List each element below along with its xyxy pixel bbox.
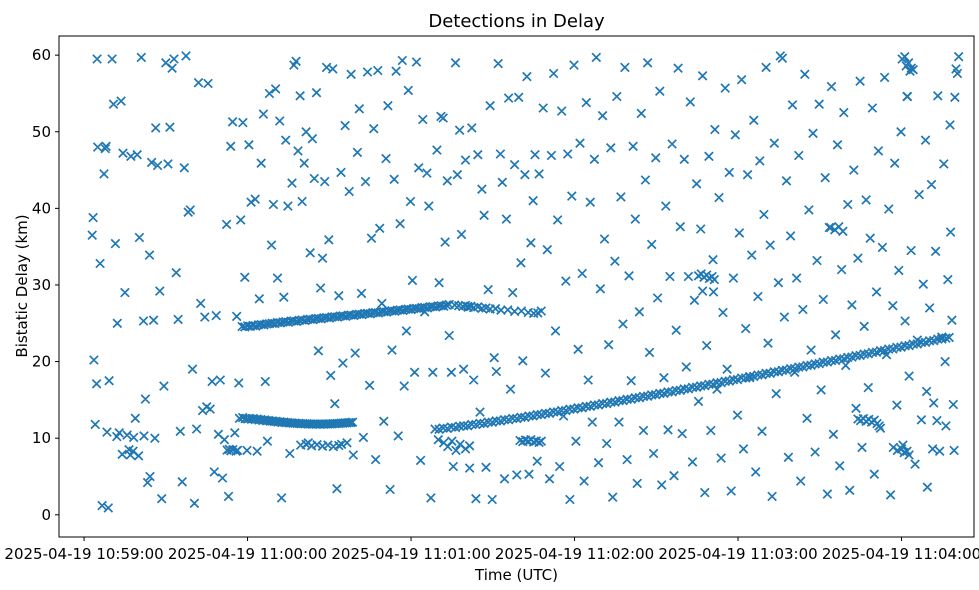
scatter-series-cluster-8km-late [888,442,914,460]
y-tick-label: 10 [32,429,51,447]
scatter-series-cluster-9p7km [515,434,547,448]
y-axis-label: Bistatic Delay (km) [13,214,31,358]
y-tick-label: 0 [41,506,51,524]
x-axis-label: Time (UTC) [475,566,558,584]
y-tick-label: 50 [32,123,51,141]
scatter-series-clutter [87,51,964,513]
scatter-series-cluster-9km [295,439,347,452]
scatter-series-track-c [430,332,955,435]
y-tick-label: 40 [32,199,51,217]
chart-title: Detections in Delay [428,11,605,32]
x-tick-label: 2025-04-19 11:04:00 [822,545,979,563]
scatter-series-cluster-31km [693,269,720,297]
scatter-series-cluster-8p5km-early [222,444,243,457]
y-tick-label: 60 [32,46,51,64]
axes-spines [58,35,975,538]
y-tick-label: 20 [32,353,51,371]
scatter-series-cluster-59km-late [897,51,917,102]
x-tick-label: 2025-04-19 11:01:00 [331,545,490,563]
y-tick-label: 30 [32,276,51,294]
x-tick-label: 2025-04-19 11:00:00 [168,545,327,563]
x-tick-label: 2025-04-19 10:59:00 [4,545,163,563]
x-tick-label: 2025-04-19 11:02:00 [495,545,654,563]
scatter-series-track-b [234,412,358,430]
x-tick-label: 2025-04-19 11:03:00 [658,545,817,563]
scatter-series-cluster-37km [825,221,848,237]
scatter-series-cluster-9km-mid [433,434,475,456]
